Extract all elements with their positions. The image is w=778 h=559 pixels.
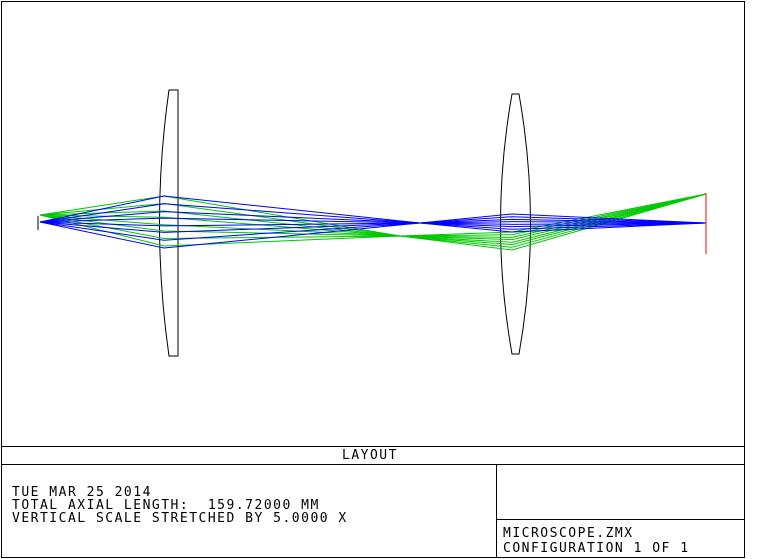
layout-caption: LAYOUT [342,448,398,463]
objective-lens [159,89,179,357]
plot-frame [1,1,745,558]
date-text: TUE MAR 25 2014 [12,485,152,500]
eyepiece-lens [500,93,531,355]
blue-ray-7 [39,213,707,249]
green-ray-2 [39,193,707,238]
ray-fan-field-2 [39,193,707,251]
vertical-scale-text: VERTICAL SCALE STRETCHED BY 5.0000 X [12,511,348,526]
file-name-text: MICROSCOPE.ZMX [503,526,634,541]
configuration-text: CONFIGURATION 1 OF 1 [503,541,690,556]
green-ray-1 [39,193,707,237]
axial-length-text: TOTAL AXIAL LENGTH: 159.72000 MM [12,498,320,513]
ray-fan-field-1 [39,195,707,249]
green-ray-7 [39,193,707,251]
